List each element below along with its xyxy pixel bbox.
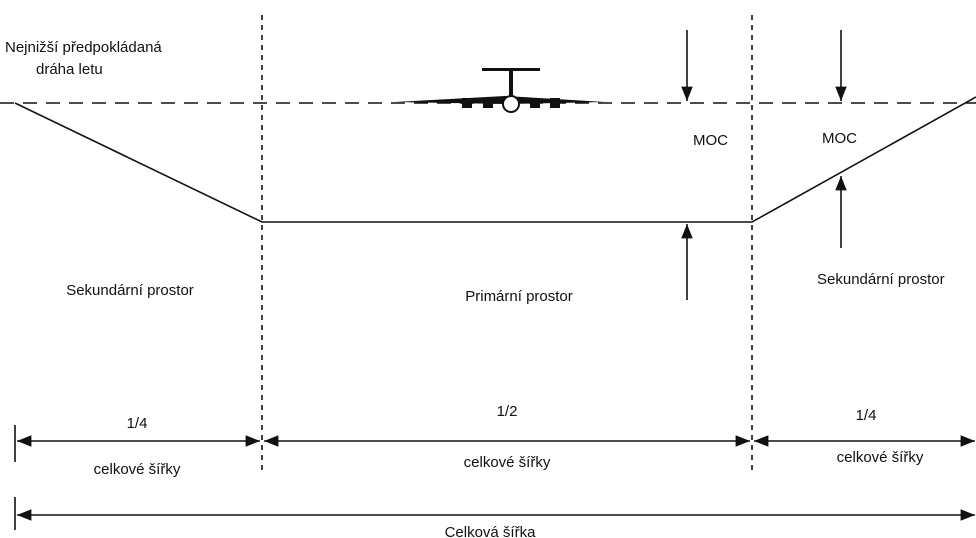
engine — [483, 98, 493, 108]
moc-label: MOC — [822, 130, 857, 147]
engine — [550, 98, 560, 108]
moc-label: MOC — [693, 132, 728, 149]
width-label: celkové šířky — [94, 461, 181, 478]
area-label: Sekundární prostor — [817, 271, 945, 288]
fraction: 1/2 — [497, 403, 518, 420]
arrows — [14, 30, 975, 530]
fraction: 1/4 — [127, 415, 148, 432]
area-label: Sekundární prostor — [66, 282, 194, 299]
tail — [509, 70, 513, 98]
fraction: 1/4 — [856, 407, 877, 424]
engine — [530, 98, 540, 108]
path-label: dráha letu — [36, 61, 103, 78]
width-label: celkové šířky — [464, 454, 551, 471]
total-label: Celková šířka — [445, 524, 537, 538]
guides — [0, 15, 976, 470]
area-label: Primární prostor — [465, 288, 573, 305]
airplane — [395, 68, 605, 113]
fuselage — [502, 95, 520, 113]
obstacle-surface — [14, 96, 976, 223]
engine — [462, 98, 472, 108]
labels: Nejnižší předpokládaná dráha letu MOC MO… — [5, 39, 945, 538]
stabilizer — [482, 68, 540, 71]
path-label: Nejnižší předpokládaná — [5, 39, 162, 56]
width-label: celkové šířky — [837, 449, 924, 466]
